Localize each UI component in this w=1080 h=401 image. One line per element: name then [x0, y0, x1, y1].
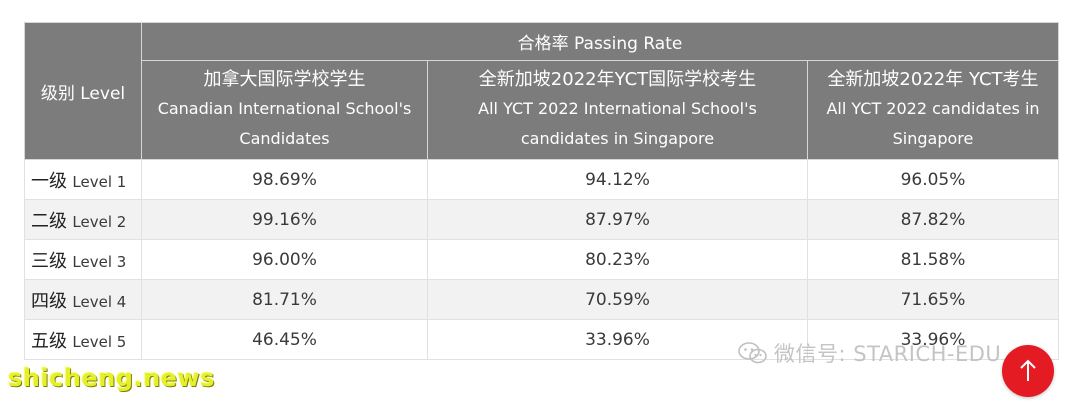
column-header-en-line1: All YCT 2022 International School's — [478, 99, 757, 118]
table-row: 三级 Level 3 96.00% 80.23% 81.58% — [24, 239, 1059, 280]
level-zh: 二级 — [31, 210, 67, 232]
column-header-en-line1: All YCT 2022 candidates in — [826, 99, 1040, 118]
value-cell: 96.00% — [141, 239, 428, 280]
column-header-en-line2: candidates in Singapore — [520, 129, 715, 148]
column-header-zh: 全新加坡2022年 YCT考生 — [827, 69, 1039, 90]
level-zh: 一级 — [31, 170, 67, 192]
table-row: 二级 Level 2 99.16% 87.97% 87.82% — [24, 199, 1059, 240]
passing-rate-table-container: 级别 Level 合格率 Passing Rate 加拿大国际学校学生 Cana… — [24, 22, 1059, 360]
level-column-header: 级别 Level — [24, 22, 142, 160]
level-cell: 四级 Level 4 — [24, 279, 142, 320]
value-cell: 46.45% — [141, 319, 428, 360]
level-en: Level 5 — [72, 332, 127, 351]
level-cell: 三级 Level 3 — [24, 239, 142, 280]
wechat-watermark: 微信号: STARICH-EDU — [738, 338, 1001, 368]
column-header-en-line2: Singapore — [892, 129, 974, 148]
scroll-to-top-button[interactable] — [1002, 345, 1054, 397]
column-header-en-line2: Candidates — [239, 129, 330, 148]
column-header-canadian-school: 加拿大国际学校学生 Canadian International School'… — [141, 60, 428, 160]
value-cell: 98.69% — [141, 159, 428, 200]
column-header-zh: 全新加坡2022年YCT国际学校考生 — [478, 69, 757, 90]
value-cell: 81.71% — [141, 279, 428, 320]
level-zh: 三级 — [31, 250, 67, 272]
value-cell: 81.58% — [807, 239, 1059, 280]
value-cell: 71.65% — [807, 279, 1059, 320]
passing-rate-table: 级别 Level 合格率 Passing Rate 加拿大国际学校学生 Cana… — [24, 22, 1059, 360]
wechat-watermark-text: 微信号: STARICH-EDU — [774, 342, 1002, 366]
value-cell: 33.96% — [427, 319, 808, 360]
value-cell: 80.23% — [427, 239, 808, 280]
level-en: Level 2 — [72, 212, 127, 231]
header-row-columns: 加拿大国际学校学生 Canadian International School'… — [25, 60, 1059, 160]
level-en: Level 3 — [72, 252, 127, 271]
column-header-zh: 加拿大国际学校学生 — [203, 69, 366, 90]
column-header-sg-international-schools: 全新加坡2022年YCT国际学校考生 All YCT 2022 Internat… — [427, 60, 808, 160]
level-cell: 一级 Level 1 — [24, 159, 142, 200]
level-en: Level 1 — [72, 172, 127, 191]
site-watermark: shicheng.news — [8, 364, 215, 392]
table-row: 五级 Level 5 46.45% 33.96% 33.96% — [24, 319, 1059, 360]
level-en: Level 4 — [72, 292, 127, 311]
column-header-sg-all-candidates: 全新加坡2022年 YCT考生 All YCT 2022 candidates … — [807, 60, 1059, 160]
value-cell: 94.12% — [427, 159, 808, 200]
table-row: 一级 Level 1 98.69% 94.12% 96.05% — [24, 159, 1059, 200]
header-row-group: 级别 Level 合格率 Passing Rate — [24, 22, 1059, 160]
level-cell: 二级 Level 2 — [24, 199, 142, 240]
level-zh: 四级 — [31, 290, 67, 312]
wechat-icon — [738, 342, 768, 364]
arrow-up-icon — [1020, 359, 1036, 381]
value-cell: 87.97% — [427, 199, 808, 240]
value-cell: 70.59% — [427, 279, 808, 320]
table-row: 四级 Level 4 81.71% 70.59% 71.65% — [24, 279, 1059, 320]
passing-rate-group-header: 合格率 Passing Rate — [141, 22, 1059, 61]
level-zh: 五级 — [31, 330, 67, 352]
value-cell: 96.05% — [807, 159, 1059, 200]
value-cell: 99.16% — [141, 199, 428, 240]
value-cell: 87.82% — [807, 199, 1059, 240]
level-cell: 五级 Level 5 — [24, 319, 142, 360]
column-header-en-line1: Canadian International School's — [157, 99, 412, 118]
